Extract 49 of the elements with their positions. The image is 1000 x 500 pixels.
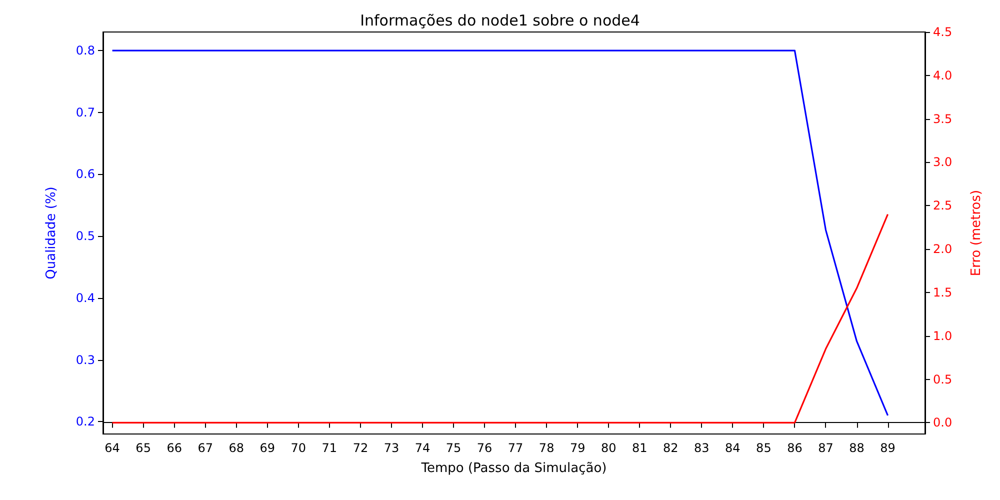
line-series [112,50,889,416]
x-tick-label: 68 [228,441,244,455]
y2-tick-label: 4.5 [933,25,952,39]
x-tick-label: 74 [414,441,430,455]
x-tick-label: 64 [104,441,120,455]
y-tick-label: 0.2 [76,414,95,429]
x-tick-label: 82 [663,441,678,455]
chart-title: Informações do node1 sobre o node4 [360,12,640,30]
x-tick-label: 73 [384,441,400,455]
x-tick-label: 76 [476,441,492,455]
x-tick-label: 67 [198,441,214,455]
x-tick-label: 77 [508,441,524,455]
x-tick-label: 79 [570,441,586,455]
y2-tick-label: 0.5 [933,372,952,386]
x-tick-label: 72 [352,441,368,455]
x-tick-label: 71 [322,441,338,455]
y-axis-title: Qualidade (%) [44,186,59,280]
y-tick-label: 0.5 [76,229,95,244]
y2-tick-label: 0.0 [933,416,952,430]
x-tick-label: 80 [600,441,616,455]
y-tick-label: 0.6 [76,167,95,182]
y-tick-label: 0.3 [76,352,95,367]
y2-tick-label: 2.5 [933,198,952,213]
y2-tick-label: 1.0 [933,328,952,343]
x-tick-label: 65 [136,441,151,455]
x-tick-label: 86 [787,441,802,455]
x-tick-label: 78 [538,441,554,455]
x-tick-label: 87 [818,441,834,455]
x-tick-label: 75 [446,441,462,455]
line-series [112,214,889,424]
y2-axis-title: Erro (metros) [969,190,984,276]
y-tick-label: 0.4 [76,290,95,305]
x-tick-label: 69 [260,441,276,455]
y2-tick-label: 2.0 [933,242,952,256]
x-tick-label: 88 [849,441,864,455]
x-tick-label: 66 [166,441,182,455]
x-tick-label: 70 [290,441,306,455]
y2-tick-label: 1.5 [933,285,952,300]
x-tick-label: 84 [725,441,740,455]
x-tick-label: 89 [880,441,896,455]
x-axis-title: Tempo (Passo da Simulação) [420,461,607,476]
x-tick-label: 81 [632,441,648,455]
x-tick-label: 85 [756,441,772,455]
y-tick-label: 0.7 [76,105,95,120]
y2-tick-label: 4.0 [933,68,952,82]
x-tick-label: 83 [694,441,710,455]
y2-tick-label: 3.0 [933,155,952,170]
y-tick-label: 0.8 [76,44,95,58]
y2-tick-label: 3.5 [933,112,952,126]
